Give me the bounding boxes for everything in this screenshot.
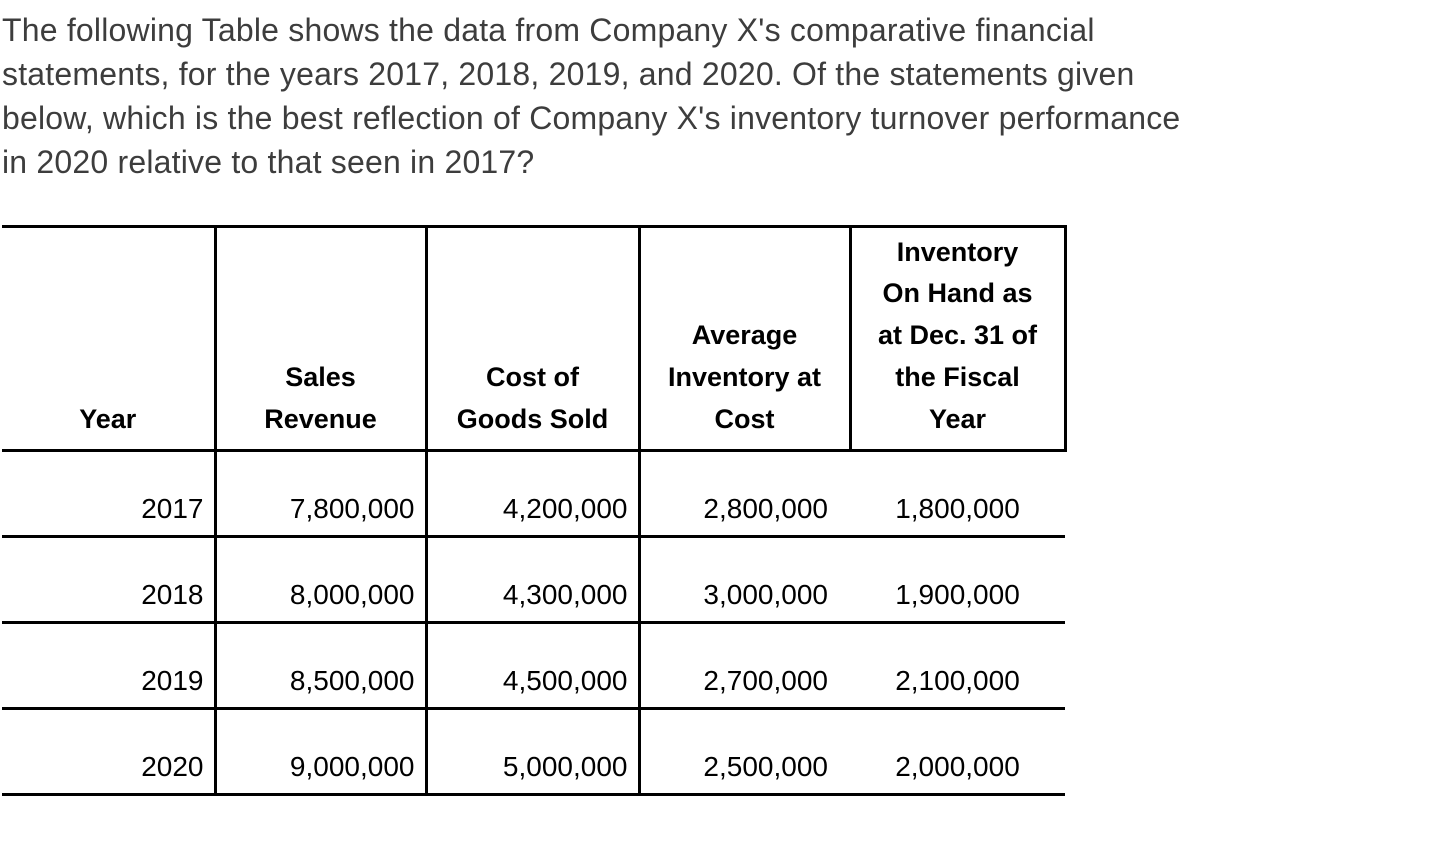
inventory-on-hand-cell: 2,000,000 — [850, 708, 1065, 796]
table-row-2017: 2017 7,800,000 4,200,000 2,800,000 1,800… — [2, 450, 1065, 538]
inventory-on-hand-cell: 1,900,000 — [850, 536, 1065, 624]
inventory-on-hand-cell: 2,100,000 — [850, 622, 1065, 710]
cogs-cell: 4,300,000 — [426, 536, 641, 624]
inventory-on-hand-cell: 1,800,000 — [850, 450, 1065, 538]
col-header-cost-of-goods-sold: Cost of Goods Sold — [426, 226, 641, 452]
col-header-year: Year — [2, 226, 217, 452]
cogs-cell: 4,500,000 — [426, 622, 641, 710]
col-header-average-inventory: Average Inventory at Cost — [639, 226, 852, 452]
year-cell: 2017 — [2, 450, 217, 538]
avg-inventory-cell: 2,700,000 — [639, 622, 850, 710]
year-cell: 2020 — [2, 708, 217, 796]
avg-inventory-cell: 2,800,000 — [639, 450, 850, 538]
table-row-2018: 2018 8,000,000 4,300,000 3,000,000 1,900… — [2, 536, 1065, 624]
table-header-row: Year Sales Revenue Cost of Goods Sold Av… — [2, 226, 1067, 452]
avg-inventory-cell: 3,000,000 — [639, 536, 850, 624]
question-text: The following Table shows the data from … — [2, 12, 1181, 181]
table-row-2019: 2019 8,500,000 4,500,000 2,700,000 2,100… — [2, 622, 1065, 710]
cogs-cell: 4,200,000 — [426, 450, 641, 538]
col-header-inventory-on-hand: Inventory On Hand as at Dec. 31 of the F… — [850, 226, 1067, 452]
sales-revenue-cell: 8,500,000 — [215, 622, 428, 710]
table-row-2020: 2020 9,000,000 5,000,000 2,500,000 2,000… — [2, 708, 1065, 796]
sales-revenue-cell: 7,800,000 — [215, 450, 428, 538]
sales-revenue-cell: 8,000,000 — [215, 536, 428, 624]
financial-data-table: Year Sales Revenue Cost of Goods Sold Av… — [2, 224, 1067, 796]
year-cell: 2019 — [2, 622, 217, 710]
avg-inventory-cell: 2,500,000 — [639, 708, 850, 796]
sales-revenue-cell: 9,000,000 — [215, 708, 428, 796]
year-cell: 2018 — [2, 536, 217, 624]
cogs-cell: 5,000,000 — [426, 708, 641, 796]
col-header-sales-revenue: Sales Revenue — [215, 226, 428, 452]
